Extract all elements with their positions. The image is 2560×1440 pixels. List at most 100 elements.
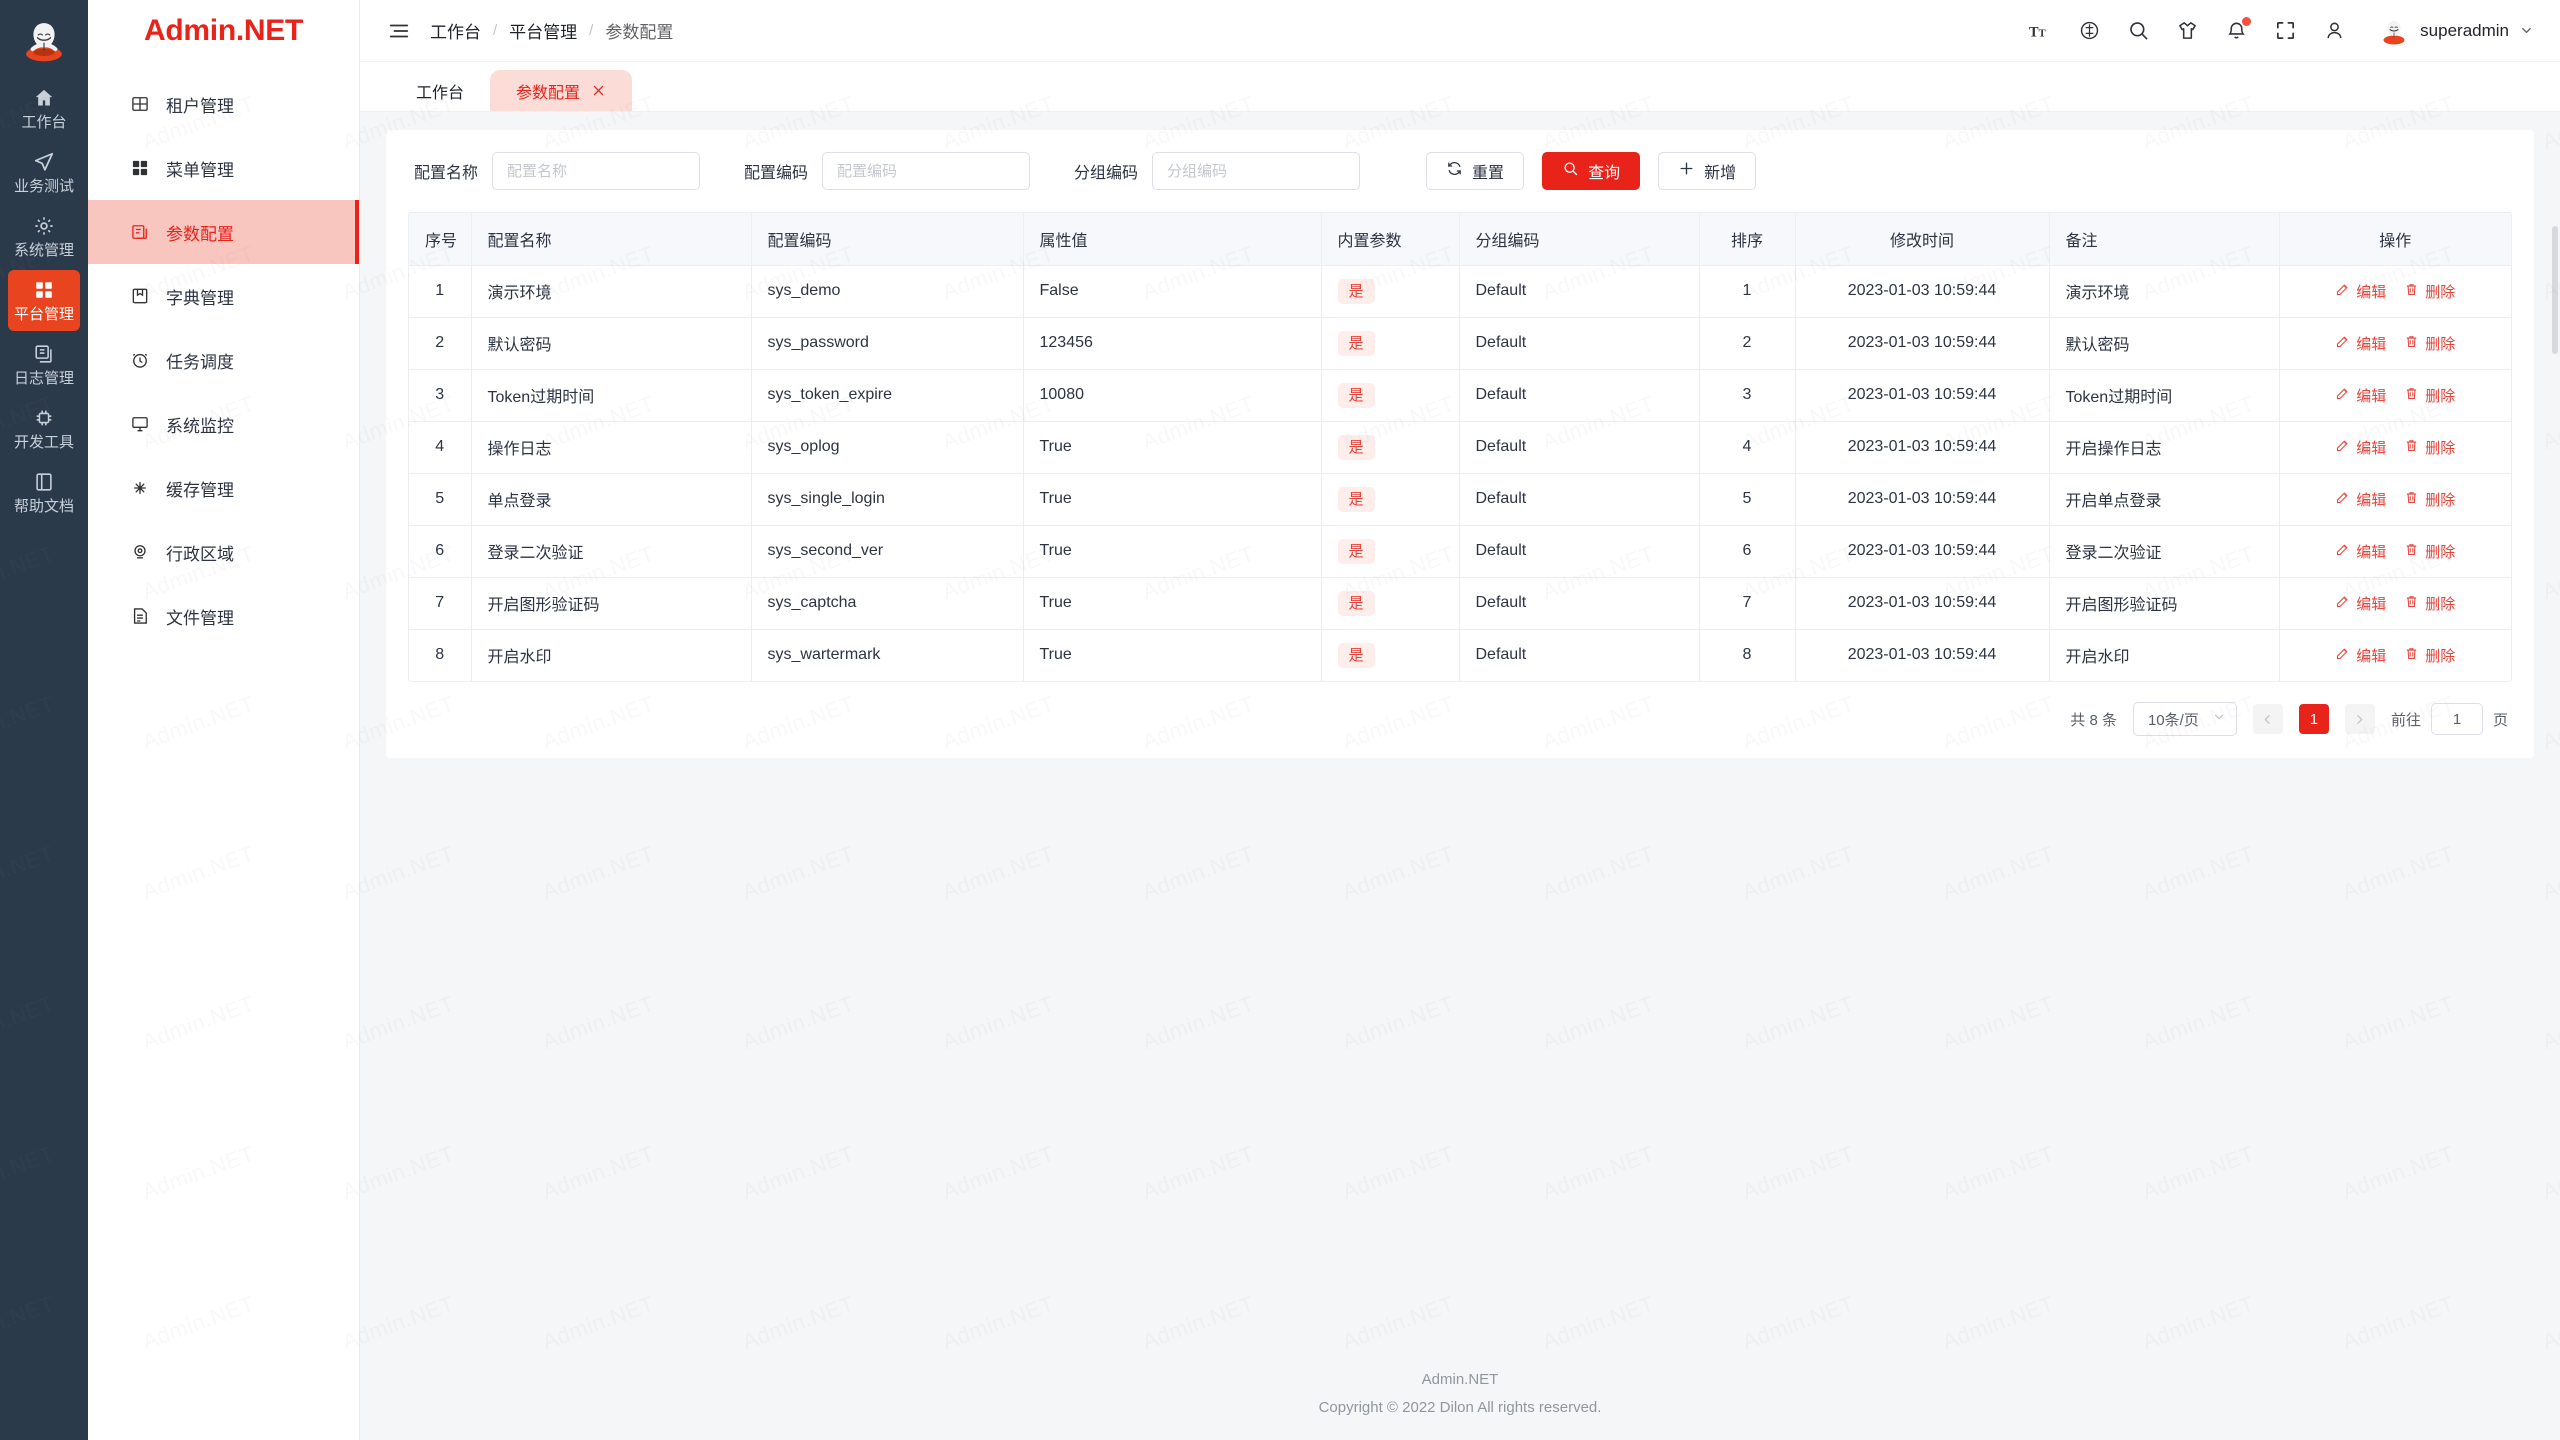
group-code-input[interactable] — [1152, 152, 1361, 190]
submenu-item-租户管理[interactable]: 租户管理 — [88, 72, 359, 136]
rail-item-帮助文档[interactable]: 帮助文档 — [8, 462, 80, 523]
close-icon[interactable] — [591, 83, 606, 98]
prev-page-button[interactable] — [2252, 704, 2283, 734]
cell-修改时间: 2023-01-03 10:59:44 — [1795, 421, 2050, 474]
table-row[interactable]: 3 Token过期时间 sys_token_expire 10080 是 Default 3… — [409, 369, 2511, 422]
edit-label: 编辑 — [2356, 283, 2387, 301]
user-menu[interactable]: superadmin — [2378, 14, 2534, 47]
delete-row-button[interactable]: 删除 — [2399, 541, 2460, 562]
column-header-排序: 排序 — [1699, 213, 1796, 266]
edit-row-button[interactable]: 编辑 — [2330, 541, 2391, 562]
table-row[interactable]: 2 默认密码 sys_password 123456 是 Default 2 2023-01-… — [409, 317, 2511, 370]
jump-page-input[interactable] — [2430, 703, 2483, 735]
edit-row-button[interactable]: 编辑 — [2330, 385, 2391, 406]
delete-row-button[interactable]: 删除 — [2399, 593, 2460, 614]
edit-icon — [2335, 438, 2350, 457]
submenu-item-行政区域[interactable]: 行政区域 — [88, 520, 359, 584]
query-button[interactable]: 查询 — [1542, 152, 1641, 190]
cell-属性值: False — [1023, 265, 1322, 318]
delete-row-button[interactable]: 删除 — [2399, 489, 2460, 510]
submenu-item-缓存管理[interactable]: 缓存管理 — [88, 456, 359, 520]
vertical-scrollbar[interactable] — [2552, 226, 2558, 354]
submenu-item-菜单管理[interactable]: 菜单管理 — [88, 136, 359, 200]
cell-修改时间: 2023-01-03 10:59:44 — [1795, 629, 2050, 681]
cell-配置编码: sys_captcha — [751, 577, 1024, 630]
config-name-input[interactable] — [492, 152, 701, 190]
breadcrumb-item-1[interactable]: 平台管理 — [509, 23, 578, 42]
filter-field-配置编码: 配置编码 — [744, 152, 1031, 190]
trash-icon — [2404, 542, 2419, 561]
breadcrumb: 工作台 / 平台管理 / 参数配置 — [430, 18, 673, 43]
table-row[interactable]: 4 操作日志 sys_oplog True 是 Default 4 2023-01-03 10… — [409, 421, 2511, 474]
edit-row-button[interactable]: 编辑 — [2330, 489, 2391, 510]
page-number-1[interactable]: 1 — [2298, 704, 2329, 734]
search-icon[interactable] — [2127, 19, 2150, 42]
notification-icon[interactable] — [2225, 17, 2252, 42]
language-icon[interactable] — [2078, 19, 2101, 42]
submenu-item-文件管理[interactable]: 文件管理 — [88, 584, 359, 648]
delete-row-button[interactable]: 删除 — [2399, 385, 2460, 406]
cell-修改时间: 2023-01-03 10:59:44 — [1795, 525, 2050, 578]
rail-item-工作台[interactable]: 工作台 — [8, 78, 80, 139]
breadcrumb-item-0[interactable]: 工作台 — [430, 23, 481, 42]
edit-row-button[interactable]: 编辑 — [2330, 281, 2391, 302]
edit-row-button[interactable]: 编辑 — [2330, 593, 2391, 614]
submenu-item-label: 行政区域 — [166, 544, 234, 564]
cell-排序: 1 — [1699, 265, 1796, 318]
page-size-select[interactable]: 10条/页 — [2132, 702, 2237, 736]
delete-label: 删除 — [2425, 647, 2456, 665]
fullscreen-icon[interactable] — [2274, 19, 2297, 42]
table-row[interactable]: 7 开启图形验证码 sys_captcha True 是 Default 7 2023-01-… — [409, 577, 2511, 630]
cell-分组编码: Default — [1459, 577, 1700, 630]
cell-配置编码: sys_password — [751, 317, 1024, 370]
edit-row-button[interactable]: 编辑 — [2330, 437, 2391, 458]
rail-item-业务测试[interactable]: 业务测试 — [8, 142, 80, 203]
cell-修改时间: 2023-01-03 10:59:44 — [1795, 265, 2050, 318]
clock-icon — [130, 350, 150, 370]
icon-rail-sidebar: 工作台 业务测试 系统管理 平台管理 日志管理 — [0, 0, 88, 1440]
user-icon[interactable] — [2323, 19, 2346, 42]
rail-item-系统管理[interactable]: 系统管理 — [8, 206, 80, 267]
cell-配置编码: sys_single_login — [751, 473, 1024, 526]
collapse-menu-icon[interactable] — [388, 20, 410, 42]
rail-item-平台管理[interactable]: 平台管理 — [8, 270, 80, 331]
submenu-item-系统监控[interactable]: 系统监控 — [88, 392, 359, 456]
rail-item-日志管理[interactable]: 日志管理 — [8, 334, 80, 395]
submenu-item-任务调度[interactable]: 任务调度 — [88, 328, 359, 392]
table-row[interactable]: 6 登录二次验证 sys_second_ver True 是 Default 6 2023-0… — [409, 525, 2511, 578]
table-row[interactable]: 5 单点登录 sys_single_login True 是 Default 5 2023-0… — [409, 473, 2511, 526]
submenu-item-参数配置[interactable]: 参数配置 — [88, 200, 359, 264]
column-header-分组编码: 分组编码 — [1459, 213, 1700, 266]
submenu-item-label: 缓存管理 — [166, 480, 234, 500]
edit-icon — [2335, 594, 2350, 613]
theme-icon[interactable] — [2176, 19, 2199, 42]
delete-row-button[interactable]: 删除 — [2399, 437, 2460, 458]
delete-row-button[interactable]: 删除 — [2399, 281, 2460, 302]
edit-row-button[interactable]: 编辑 — [2330, 645, 2391, 666]
table-row[interactable]: 8 开启水印 sys_wartermark True 是 Default 8 2023-01-… — [409, 629, 2511, 681]
pagination: 共 8 条 10条/页 1 前往 — [386, 682, 2534, 758]
tab-参数配置[interactable]: 参数配置 — [490, 70, 633, 111]
status-badge: 是 — [1337, 330, 1375, 356]
config-code-input[interactable] — [822, 152, 1031, 190]
trash-icon — [2404, 386, 2419, 405]
tab-strip: 工作台 参数配置 — [360, 62, 2560, 112]
submenu-item-字典管理[interactable]: 字典管理 — [88, 264, 359, 328]
chevron-down-icon[interactable] — [2519, 23, 2534, 38]
tab-工作台[interactable]: 工作台 — [390, 70, 490, 111]
next-page-button[interactable] — [2344, 704, 2375, 734]
cell-配置名称: 开启图形验证码 — [471, 577, 752, 630]
delete-row-button[interactable]: 删除 — [2399, 645, 2460, 666]
cell-修改时间: 2023-01-03 10:59:44 — [1795, 317, 2050, 370]
cell-序号: 8 — [409, 629, 472, 681]
rail-item-开发工具[interactable]: 开发工具 — [8, 398, 80, 459]
table-row[interactable]: 1 演示环境 sys_demo False 是 Default 1 2023-01-03 10… — [409, 265, 2511, 318]
edit-label: 编辑 — [2356, 543, 2387, 561]
submenu-item-label: 租户管理 — [166, 96, 234, 116]
reset-button[interactable]: 重置 — [1426, 152, 1525, 190]
add-button[interactable]: 新增 — [1658, 152, 1757, 190]
delete-row-button[interactable]: 删除 — [2399, 333, 2460, 354]
edit-row-button[interactable]: 编辑 — [2330, 333, 2391, 354]
